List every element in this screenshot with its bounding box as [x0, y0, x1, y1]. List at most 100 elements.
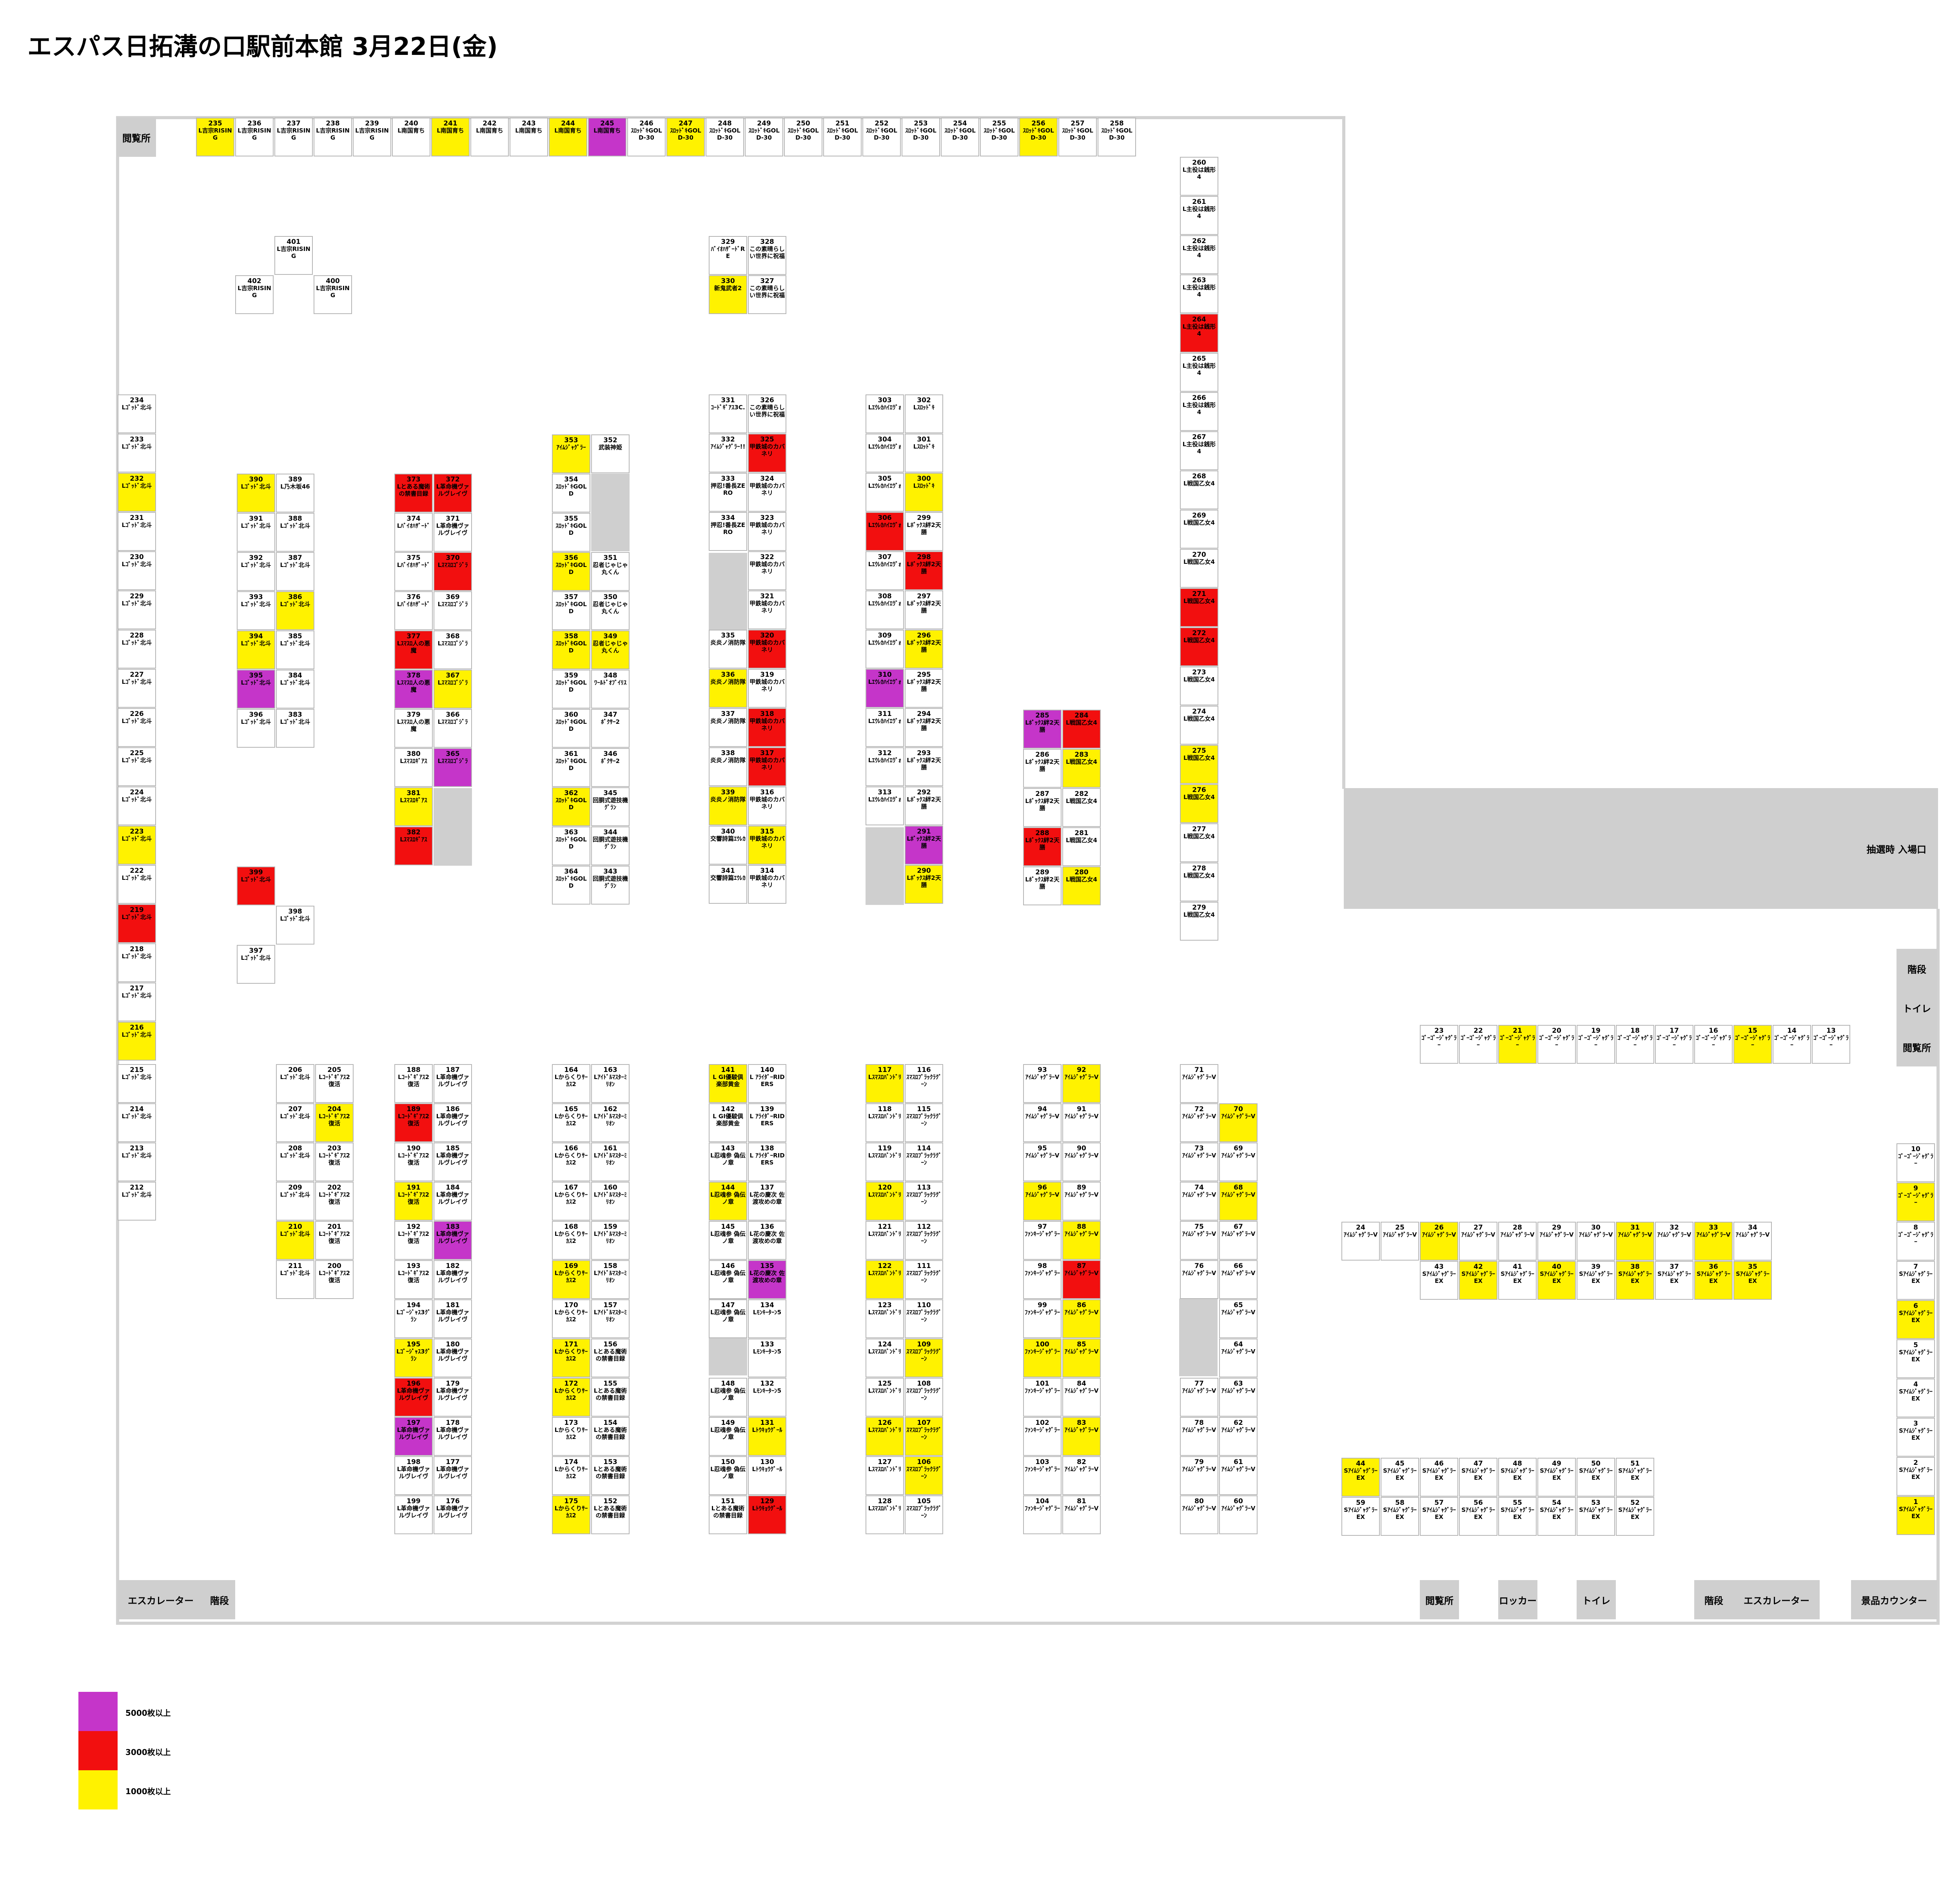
machine-number: 6: [1913, 1302, 1918, 1310]
machine-number: 289: [1035, 868, 1049, 876]
machine-number: 260: [1192, 159, 1206, 167]
machine-number: 229: [130, 592, 144, 600]
machine-4: 4 SｱｲﾑｼﾞｬｸﾞﾗｰEX: [1896, 1379, 1935, 1417]
machine-number: 240: [404, 120, 418, 127]
machine-number: 168: [564, 1223, 578, 1231]
machine-172: 172 Lからくりｻｰｶｽ2: [552, 1378, 590, 1417]
machine-name: Lﾎﾞｯｸｽ絆2天膳: [907, 796, 941, 810]
machine-name: L主役は銭形4: [1182, 401, 1216, 416]
machine-number: 207: [288, 1105, 302, 1113]
machine-393: 393 Lｺﾞｯﾄﾞ北斗: [237, 591, 275, 630]
machine-number: 37: [1670, 1263, 1679, 1271]
machine-name: ｱｲﾑｼﾞｬｸﾞﾗｰV: [1025, 1152, 1060, 1159]
machine-name: 甲鉄城のカバネリ: [750, 561, 785, 575]
machine-name: SｱｲﾑｼﾞｬｸﾞﾗｰEX: [1383, 1467, 1417, 1481]
machine-number: 271: [1192, 590, 1206, 598]
machine-34: 34 ｱｲﾑｼﾞｬｸﾞﾗｰV: [1733, 1222, 1772, 1261]
machine-name: L戦国乙女4: [1183, 872, 1215, 879]
machine-name: Lｴｳﾚｶﾊｲｴｳﾞｫ: [868, 678, 902, 685]
machine-name: 甲鉄城のカバネリ: [750, 639, 785, 653]
machine-name: L主役は銭形4: [1182, 323, 1216, 337]
machine-47: 47 SｱｲﾑｼﾞｬｸﾞﾗｰEX: [1459, 1458, 1497, 1497]
machine-84: 84 ｱｲﾑｼﾞｬｸﾞﾗｰV: [1062, 1378, 1101, 1417]
machine-name: L忍魂参 偽伝ノ章: [710, 1309, 746, 1323]
machine-number: 222: [130, 867, 144, 875]
machine-number: 78: [1194, 1419, 1204, 1427]
machine-name: 炎炎ノ消防隊: [710, 718, 746, 725]
machine-name: Lｺﾞｯﾄﾞ北斗: [122, 600, 152, 607]
machine-number: 24: [1356, 1224, 1365, 1232]
machine-number: 49: [1552, 1460, 1561, 1468]
machine-number: 248: [718, 120, 732, 127]
machine-number: 190: [407, 1144, 421, 1152]
machine-258: 258 ｽﾛｯﾄﾞｷGOLD-30: [1098, 118, 1136, 156]
machine-name: 甲鉄城のカバネリ: [750, 482, 785, 496]
machine-name: L主役は銭形4: [1182, 205, 1216, 220]
machine-name: Lﾓﾝｷｰﾀｰﾝ5: [753, 1309, 782, 1316]
area-label: 階段: [1704, 1595, 1723, 1606]
machine-number: 343: [603, 868, 617, 876]
machine-number: 46: [1434, 1460, 1444, 1468]
machine-number: 170: [564, 1301, 578, 1309]
machine-number: 95: [1038, 1144, 1047, 1152]
machine-number: 223: [130, 828, 144, 836]
machine-name: Lｺﾞｯﾄﾞ北斗: [122, 482, 152, 489]
machine-382: 382 Lｽﾏｽﾛｷﾞｱｽ: [394, 827, 433, 865]
machine-number: 185: [446, 1144, 460, 1152]
machine-name: SｱｲﾑｼﾞｬｸﾞﾗｰEX: [1422, 1467, 1456, 1481]
machine-number: 373: [407, 476, 421, 483]
machine-number: 200: [327, 1262, 341, 1270]
machine-name: ｱｲﾑｼﾞｬｸﾞﾗｰV: [1221, 1426, 1256, 1433]
machine-name: L忍魂参 偽伝ノ章: [710, 1466, 746, 1480]
machine-name: L乃木坂46: [280, 483, 310, 490]
machine-name: Lﾓﾝｷｰﾀｰﾝ5: [753, 1387, 782, 1394]
machine-number: 267: [1192, 433, 1206, 441]
machine-249: 249 ｽﾛｯﾄﾞｷGOLD-30: [745, 118, 783, 156]
machine-number: 151: [721, 1497, 735, 1505]
machine-number: 355: [564, 515, 578, 523]
machine-number: 178: [446, 1419, 460, 1427]
machine-name: 炎炎ノ消防隊: [710, 796, 746, 803]
empty-slot: [709, 553, 747, 630]
area-escalator-left: エスカレーター: [118, 1580, 204, 1619]
machine-107: 107 ｽﾏｽﾛﾌﾞﾗｯｸﾗｸﾞｰﾝ: [905, 1417, 943, 1456]
machine-13: 13 ｺﾞｰｺﾞｰｼﾞｬｸﾞﾗｰ: [1812, 1025, 1850, 1064]
machine-number: 105: [917, 1497, 931, 1505]
machine-88: 88 ｱｲﾑｼﾞｬｸﾞﾗｰV: [1062, 1221, 1101, 1260]
machine-name: Lｺﾞｯﾄﾞ北斗: [241, 876, 271, 883]
machine-243: 243 L南国育ち: [510, 118, 548, 156]
machine-name: 武装神姫: [598, 444, 622, 451]
legend-label-5000: 5000枚以上: [125, 1708, 171, 1718]
machine-number: 116: [917, 1066, 931, 1074]
machine-number: 2: [1913, 1459, 1918, 1467]
machine-name: ﾌｧﾝｷｰｼﾞｬｸﾞﾗｰ: [1025, 1348, 1060, 1355]
machine-number: 331: [721, 396, 735, 404]
machine-name: L忍魂参 偽伝ノ章: [710, 1152, 746, 1166]
machine-name: SｱｲﾑｼﾞｬｸﾞﾗｰEX: [1383, 1506, 1417, 1520]
machine-number: 197: [407, 1419, 421, 1427]
machine-number: 184: [446, 1184, 460, 1192]
machine-372: 372 L革命機ヴァルヴレイヴ: [434, 474, 472, 512]
machine-number: 288: [1035, 829, 1049, 837]
machine-number: 32: [1670, 1224, 1679, 1232]
machine-72: 72 ｱｲﾑｼﾞｬｸﾞﾗｰV: [1180, 1103, 1218, 1142]
machine-name: Lｽﾏｽﾛﾊﾞﾝﾄﾞﾘ: [868, 1309, 902, 1316]
machine-50: 50 SｱｲﾑｼﾞｬｸﾞﾗｰEX: [1577, 1458, 1615, 1497]
machine-101: 101 ﾌｧﾝｷｰｼﾞｬｸﾞﾗｰ: [1023, 1378, 1062, 1417]
machine-number: 322: [760, 553, 774, 561]
machine-33: 33 ｱｲﾑｼﾞｬｸﾞﾗｰV: [1694, 1222, 1733, 1261]
machine-354: 354 ｽﾛｯﾄﾞｷGOLD: [552, 474, 590, 512]
machine-26: 26 ｱｲﾑｼﾞｬｸﾞﾗｰV: [1420, 1222, 1458, 1261]
machine-name: ｽﾛｯﾄﾞｷGOLD: [555, 561, 587, 576]
machine-325: 325 甲鉄城のカバネリ: [748, 434, 786, 472]
machine-name: Lとある魔術の禁書目録: [397, 483, 430, 497]
machine-148: 148 L忍魂参 偽伝ノ章: [709, 1378, 747, 1417]
machine-name: Lｺﾞｯﾄﾞ北斗: [280, 915, 310, 922]
machine-25: 25 ｱｲﾑｼﾞｬｸﾞﾗｰV: [1381, 1222, 1419, 1261]
machine-number: 315: [760, 828, 774, 836]
machine-name: ｽﾛｯﾄﾞｷGOLD-30: [984, 127, 1015, 141]
machine-number: 232: [130, 475, 144, 483]
machine-name: Lｺﾞｯﾄﾞ北斗: [122, 443, 152, 450]
area-stairs-right: 階段: [1896, 949, 1937, 988]
machine-286: 286 Lﾎﾞｯｸｽ絆2天膳: [1023, 749, 1062, 788]
